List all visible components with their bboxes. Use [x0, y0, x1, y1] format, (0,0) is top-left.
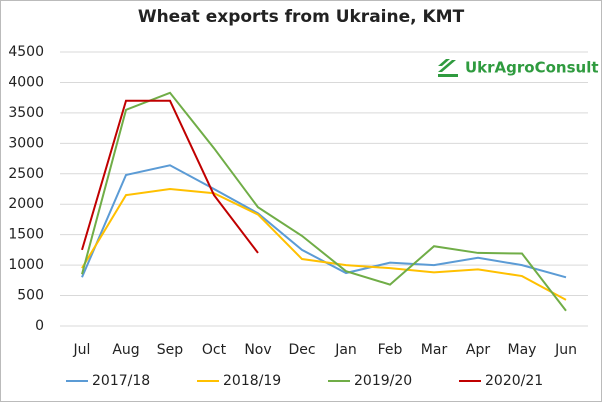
legend-label: 2020/21 — [485, 373, 543, 389]
series-line — [81, 187, 567, 301]
x-tick-label: Nov — [244, 342, 271, 358]
x-tick-label: Sep — [157, 342, 184, 358]
x-tick-label: Aug — [112, 342, 139, 358]
chart-title: Wheat exports from Ukraine, KMT — [138, 7, 465, 27]
y-tick-label: 2500 — [8, 166, 44, 182]
x-tick-label: Dec — [288, 342, 315, 358]
y-tick-label: 1500 — [8, 227, 44, 243]
x-tick-label: Jun — [554, 342, 577, 358]
x-tick-label: May — [508, 342, 537, 358]
series-line — [81, 91, 567, 312]
legend-label: 2017/18 — [92, 373, 150, 389]
y-tick-label: 3500 — [8, 105, 44, 121]
y-tick-label: 4500 — [8, 44, 44, 60]
legend-label: 2019/20 — [354, 373, 412, 389]
x-tick-label: Apr — [466, 342, 490, 358]
series-line — [81, 99, 259, 254]
x-tick-label: Oct — [202, 342, 227, 358]
y-tick-label: 500 — [17, 288, 44, 304]
y-tick-label: 4000 — [8, 74, 44, 90]
x-tick-label: Feb — [378, 342, 403, 358]
x-tick-label: Jul — [73, 342, 91, 358]
x-tick-label: Jan — [334, 342, 357, 358]
x-tick-label: Mar — [421, 342, 448, 358]
y-tick-label: 1000 — [8, 257, 44, 273]
y-tick-label: 2000 — [8, 196, 44, 212]
logo: UkrAgroConsult — [465, 59, 599, 77]
legend-label: 2018/19 — [223, 373, 281, 389]
logo-icon — [438, 59, 458, 77]
y-tick-label: 3000 — [8, 135, 44, 151]
y-tick-label: 0 — [35, 318, 44, 334]
